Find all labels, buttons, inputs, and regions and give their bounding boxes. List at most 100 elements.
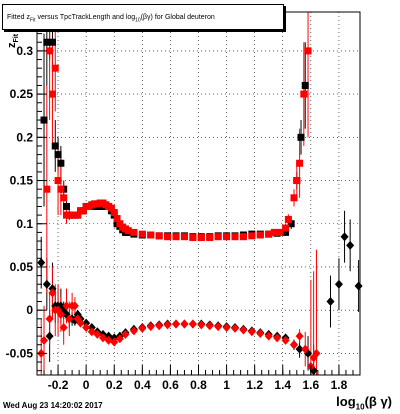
data-point (256, 329, 265, 339)
data-point (54, 177, 62, 185)
data-point (290, 194, 298, 202)
data-point (296, 159, 304, 167)
data-point (282, 224, 290, 232)
data-point (93, 329, 102, 339)
data-point (110, 337, 119, 347)
data-point (273, 333, 282, 343)
data-point (276, 228, 284, 236)
data-point (239, 325, 248, 335)
data-point (231, 323, 240, 333)
y-tick-labels: -0.05 0 0.05 0.1 0.15 0.2 0.25 0.3 (6, 44, 34, 360)
data-point (54, 151, 62, 159)
x-tick-label: -0.2 (48, 378, 69, 392)
data-point (107, 204, 115, 212)
data-point (284, 215, 292, 223)
data-point (289, 340, 298, 350)
x-tick-label: 1.2 (246, 378, 263, 392)
data-point (138, 230, 146, 238)
data-point (214, 233, 222, 241)
data-point (76, 318, 85, 328)
data-point (121, 329, 130, 339)
chart-title: Fitted zFit versus TpcTrackLength and lo… (2, 4, 284, 30)
y-tick-label: 0 (26, 303, 33, 317)
data-point (155, 321, 164, 331)
axis-ticks (37, 15, 354, 375)
data-point (297, 133, 305, 141)
data-point (300, 90, 308, 98)
data-point (82, 322, 91, 332)
data-point (214, 322, 223, 332)
data-point (189, 234, 197, 242)
x-tick-labels: -0.2 0 0.2 0.4 0.6 0.8 1 1.2 1.4 1.6 1.8 (48, 378, 348, 392)
y-tick-label: 0.05 (10, 260, 34, 274)
y-tick-label: -0.05 (6, 346, 34, 360)
data-point (56, 310, 65, 319)
data-point (110, 209, 118, 217)
data-point (312, 348, 321, 358)
data-point (138, 323, 147, 333)
data-point (46, 47, 54, 55)
data-point (62, 301, 71, 311)
y-tick-label: 0.1 (16, 217, 33, 231)
data-point (48, 288, 57, 298)
x-tick-label: 0.6 (162, 378, 179, 392)
error-bars (40, 12, 360, 375)
x-tick-label: 1.6 (303, 378, 320, 392)
data-point (180, 319, 189, 329)
data-point (115, 334, 124, 344)
data-point (293, 177, 301, 185)
y-tick-label: 0.15 (10, 174, 34, 188)
data-point (326, 297, 335, 307)
x-axis-label: log10(β γ) (336, 394, 392, 412)
data-point (65, 314, 74, 324)
data-point (172, 233, 180, 241)
data-point (188, 319, 197, 329)
data-point (51, 142, 59, 150)
data-point (113, 215, 121, 223)
data-point (304, 47, 312, 55)
data-point (43, 38, 51, 46)
data-point (172, 319, 181, 329)
y-tick-label: 0.25 (10, 87, 34, 101)
data-point (197, 234, 205, 242)
data-point (256, 231, 264, 239)
data-point (180, 233, 188, 241)
data-point (129, 326, 138, 336)
data-point (222, 322, 231, 332)
data-point (287, 220, 295, 228)
x-tick-label: 1.8 (331, 378, 348, 392)
timestamp-footer: Wed Aug 23 14:20:02 2017 (3, 401, 103, 410)
data-point (301, 344, 310, 354)
data-point (62, 202, 70, 210)
x-tick-label: 0.8 (190, 378, 207, 392)
data-point (163, 320, 172, 330)
data-point (59, 322, 68, 332)
x-tick-label: 1.4 (274, 378, 291, 392)
data-point (265, 230, 273, 238)
y-tick-label: 0.3 (16, 44, 33, 58)
data-point (43, 185, 51, 193)
data-markers (37, 21, 363, 376)
data-point (301, 81, 309, 89)
data-point (146, 322, 155, 332)
data-point (155, 232, 163, 240)
data-point (248, 232, 256, 240)
grid-lines (37, 12, 360, 375)
data-point (197, 320, 206, 330)
data-point (45, 314, 54, 324)
data-point (164, 233, 172, 241)
data-point (70, 301, 79, 311)
y-axis-label: zFit (6, 33, 21, 48)
data-point (231, 233, 239, 241)
y-tick-label: 0.2 (16, 130, 33, 144)
data-point (57, 159, 65, 167)
data-point (48, 90, 56, 98)
data-point (42, 279, 51, 289)
data-point (247, 327, 256, 337)
x-tick-label: 0.4 (134, 378, 151, 392)
data-point (48, 38, 56, 46)
data-point (206, 234, 214, 242)
data-point (130, 228, 138, 236)
data-point (79, 207, 87, 215)
